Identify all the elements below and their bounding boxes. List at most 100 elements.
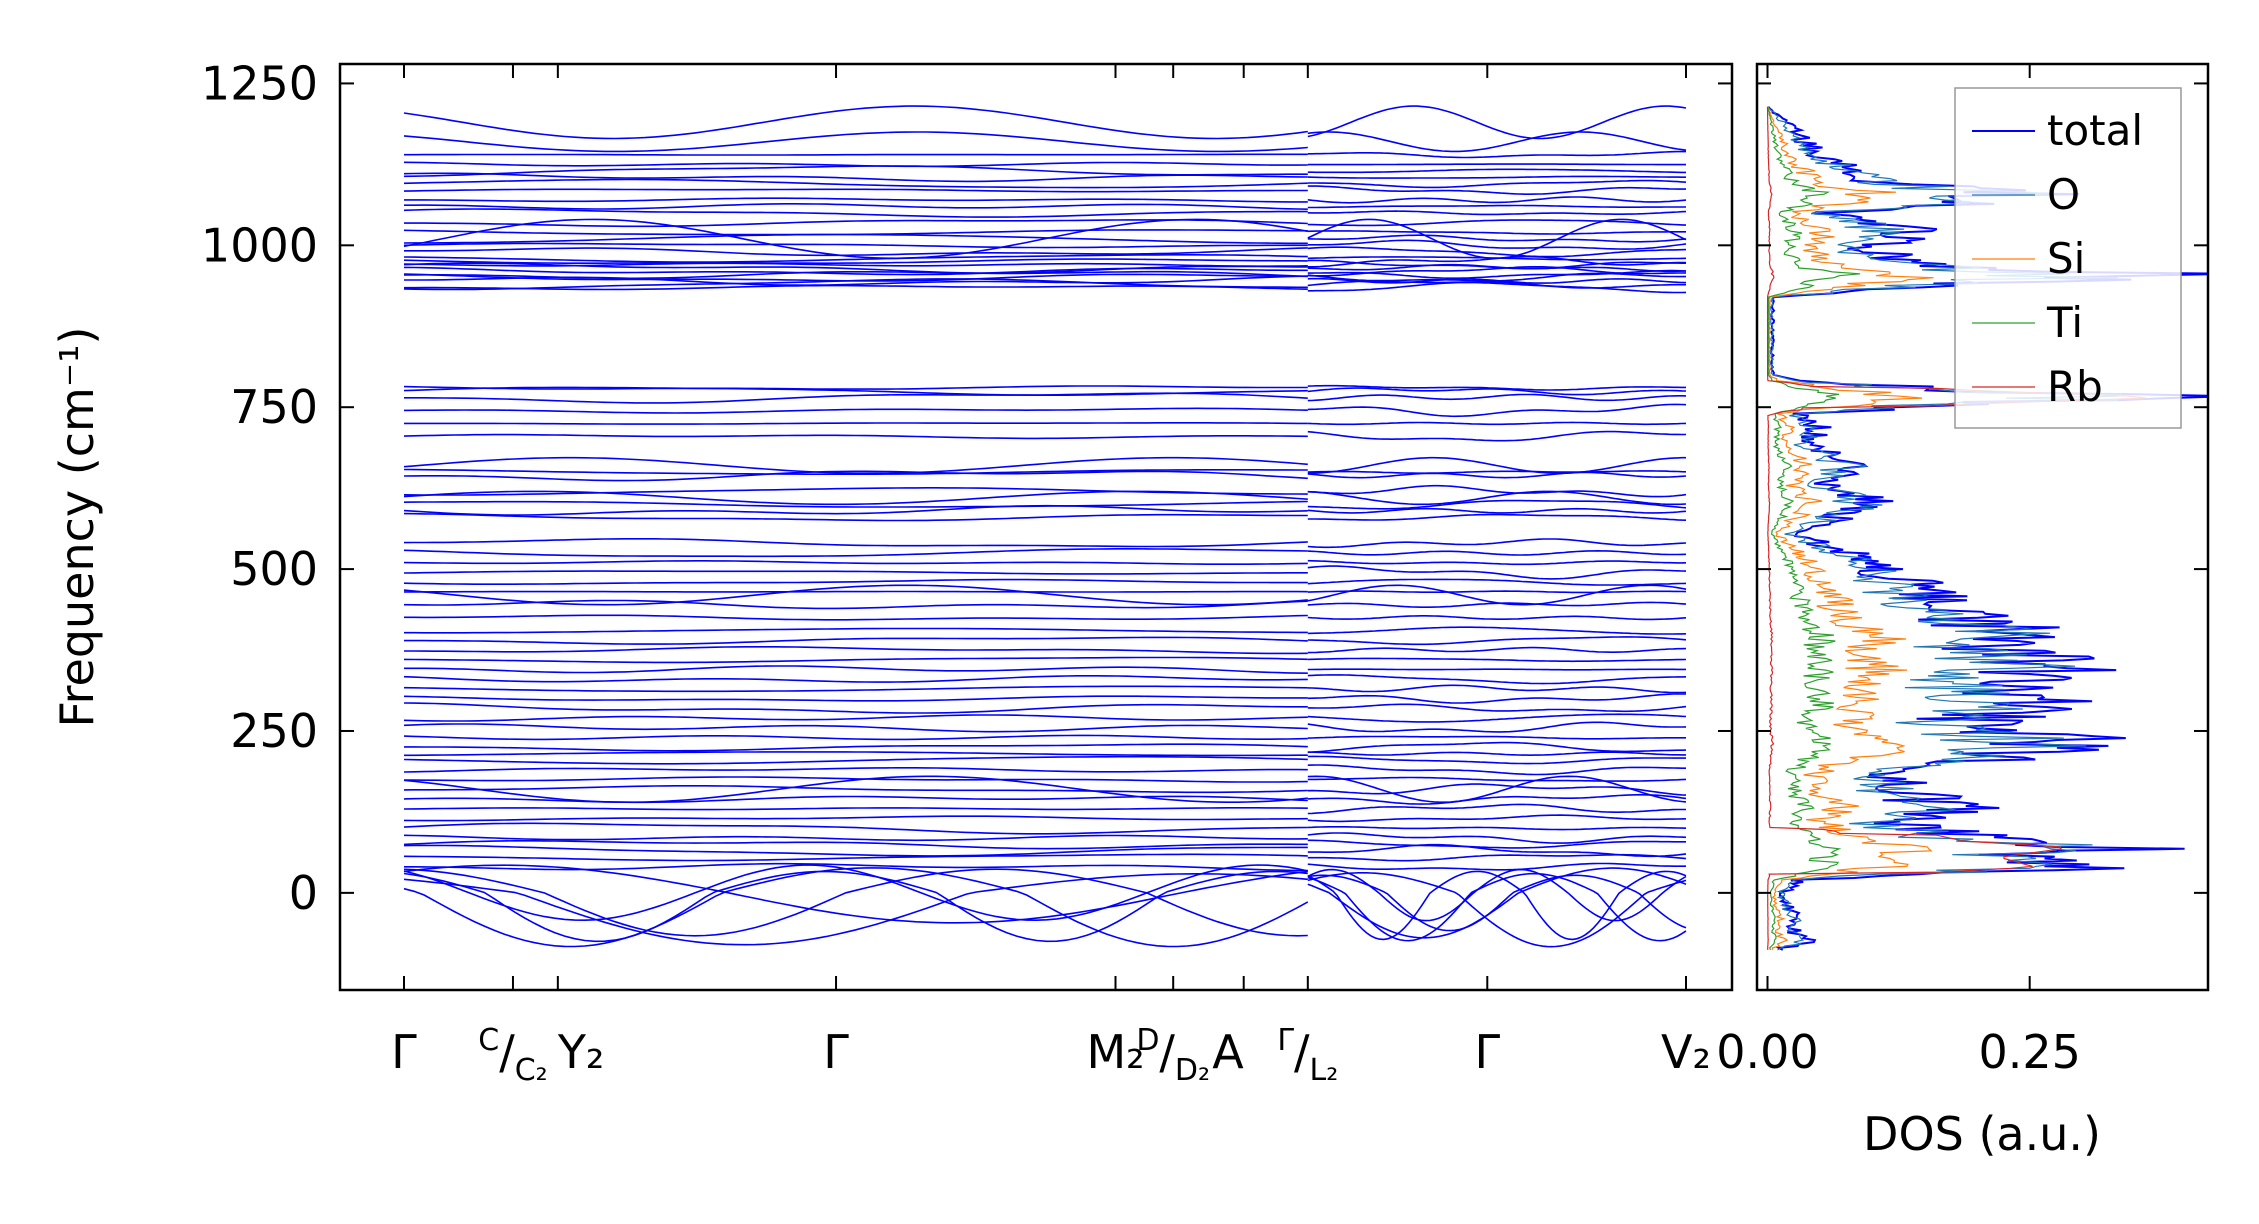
y-tick-label: 0: [289, 866, 318, 920]
band-line: [404, 590, 1308, 593]
band-line: [1307, 421, 1687, 426]
band-line: [1307, 471, 1687, 479]
band-line: [1307, 507, 1687, 514]
band-line: [1307, 230, 1686, 235]
band-line: [1307, 234, 1687, 243]
band-line: [403, 229, 1308, 236]
band-line: [1307, 204, 1686, 209]
band-line: [403, 386, 1308, 396]
band-line: [403, 512, 1308, 522]
band-line: [1307, 735, 1686, 740]
band-line: [1307, 668, 1686, 671]
band-line: [1307, 776, 1687, 782]
band-line: [1307, 578, 1687, 586]
dos-line-rb: [1766, 106, 2147, 950]
k-point-label: Γ: [1474, 1025, 1500, 1079]
band-line: [403, 273, 1308, 282]
band-x-ticks: Γ C/C₂ Y₂ Γ M₂D/D₂ A Γ/L₂ Γ V₂: [391, 64, 1711, 1088]
band-line: [404, 862, 1308, 872]
band-line: [1307, 741, 1687, 754]
band-line: [1307, 490, 1687, 506]
band-line: [1307, 168, 1686, 174]
band-line: [1307, 456, 1686, 475]
band-line: [403, 807, 1308, 811]
band-line: [403, 723, 1308, 733]
band-line: [1307, 713, 1687, 723]
band-line: [1307, 210, 1687, 216]
dos-line-si: [1767, 106, 1934, 951]
band-line: [1307, 430, 1686, 442]
y-tick-label: 1000: [201, 218, 318, 272]
k-point-label: Γ: [823, 1025, 849, 1079]
band-lines: [403, 105, 1687, 948]
legend-label-ti: Ti: [2046, 298, 2083, 347]
imaginary-mode-line: [403, 872, 1308, 946]
legend-label-rb: Rb: [2047, 362, 2103, 411]
legend-label-total: total: [2047, 106, 2143, 155]
band-line: [403, 258, 1308, 264]
y-tick-label: 750: [230, 380, 318, 434]
band-line: [403, 407, 1308, 414]
band-line: [403, 254, 1308, 263]
band-line: [404, 743, 1308, 752]
band-line: [1307, 179, 1687, 189]
dos-x-tick-label: 0.25: [1978, 1025, 2080, 1079]
band-line: [1307, 584, 1687, 606]
dos-line-ti: [1767, 106, 1861, 951]
band-line: [1307, 239, 1687, 250]
band-line: [1307, 218, 1687, 259]
imaginary-mode-line: [1307, 868, 1687, 922]
band-line: [403, 560, 1308, 565]
band-line: [403, 656, 1308, 664]
k-point-label: Y₂: [557, 1025, 605, 1079]
band-line: [1307, 646, 1687, 654]
k-point-label: C/C₂: [478, 1023, 547, 1088]
band-line: [403, 584, 1308, 606]
band-line: [1307, 219, 1687, 227]
band-line: [403, 775, 1308, 803]
k-point-label: M₂: [1086, 1025, 1144, 1079]
band-line: [404, 665, 1308, 674]
band-line: [403, 470, 1308, 482]
band-line: [1307, 281, 1687, 294]
band-line: [403, 178, 1308, 189]
band-line: [1307, 175, 1686, 179]
dos-plot-frame: [1755, 62, 2210, 992]
band-line: [1307, 657, 1687, 663]
band-line: [403, 208, 1308, 218]
band-line: [404, 636, 1308, 645]
band-line: [404, 153, 1308, 156]
band-line: [1307, 626, 1687, 635]
band-line: [403, 599, 1308, 610]
band-line: [403, 570, 1308, 575]
band-line: [403, 844, 1308, 857]
band-line: [1307, 196, 1687, 204]
band-line: [1307, 499, 1687, 510]
band-line: [403, 702, 1308, 714]
band-line: [403, 433, 1308, 440]
band-line: [403, 385, 1308, 390]
band-line: [1307, 266, 1687, 277]
band-line: [403, 815, 1308, 822]
band-line: [403, 840, 1308, 850]
band-line: [403, 218, 1308, 260]
band-line: [1307, 470, 1687, 474]
band-line: [1307, 559, 1687, 566]
band-line: [403, 785, 1308, 794]
imaginary-mode-line: [1307, 872, 1687, 942]
band-line: [1307, 832, 1687, 844]
band-line: [1307, 513, 1687, 521]
legend: total O Si Ti Rb: [1954, 87, 2182, 429]
band-line: [403, 548, 1308, 558]
band-line: [1307, 814, 1687, 823]
dos-x-tick-label: 0.00: [1716, 1025, 1818, 1079]
band-line: [403, 468, 1308, 475]
band-line: [1307, 387, 1687, 396]
band-line: [1307, 826, 1687, 831]
band-line: [403, 266, 1308, 276]
band-line: [1307, 549, 1687, 556]
band-line: [1307, 538, 1687, 549]
band-line: [403, 578, 1308, 585]
band-line: [1307, 674, 1687, 685]
band-line: [404, 646, 1308, 655]
